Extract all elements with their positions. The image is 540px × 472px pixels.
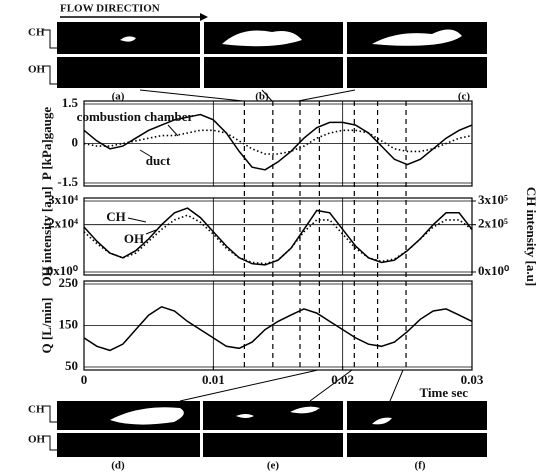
image-strip <box>347 57 487 88</box>
y-tick-label: 2x10⁴ <box>48 216 78 231</box>
y-tick-label: 0 <box>72 134 79 149</box>
y-tick-label: 3x10⁴ <box>48 192 78 207</box>
series-line <box>83 207 473 266</box>
y-tick-label: -1.5 <box>57 174 78 189</box>
y-tick-label: 150 <box>59 316 79 331</box>
strip-bracket <box>42 405 57 451</box>
flame-blob <box>372 417 392 425</box>
strip-bracket <box>42 29 57 85</box>
image-strip <box>347 433 487 457</box>
y-axis-label: Q [L/min] <box>39 298 54 354</box>
image-label: (a) <box>112 91 125 103</box>
bottom-images <box>57 401 487 457</box>
x-tick-label: 0.03 <box>461 372 484 387</box>
y-axis-label: OH intensity [a.u] <box>39 186 54 286</box>
connector <box>179 369 319 402</box>
y2-tick-label: 3x10⁵ <box>478 192 508 207</box>
ch-label: CH <box>28 27 45 39</box>
series-annotation: combustion chamber <box>77 109 194 124</box>
image-strip <box>203 433 343 457</box>
ch-label: CH <box>28 404 45 416</box>
connectors <box>139 89 404 402</box>
y-tick-label: 250 <box>59 275 79 290</box>
y-axis-label: P [kPa]gauge <box>39 107 54 181</box>
connector <box>389 369 404 402</box>
plot-frame <box>83 197 473 276</box>
image-strip <box>203 401 343 430</box>
series-line <box>83 113 473 171</box>
flame-blob <box>120 36 136 42</box>
flow-direction: FLOW DIRECTION <box>60 3 160 15</box>
image-strip <box>204 57 343 88</box>
series-line <box>83 305 473 352</box>
series-annotation: duct <box>146 153 171 168</box>
y2-axis-label: CH intensity [a.u] <box>524 187 539 286</box>
y2-tick-label: 0x10⁰ <box>478 263 510 278</box>
y-tick-label: 50 <box>65 358 78 373</box>
image-strip <box>57 57 200 88</box>
series-annotation: OH <box>124 231 144 246</box>
x-tick-label: 0 <box>81 372 88 387</box>
annotation-pointer <box>139 149 151 157</box>
connector <box>297 89 356 102</box>
connector <box>139 89 244 102</box>
flame-blob <box>236 406 320 418</box>
y-tick-label: 0x10⁰ <box>47 263 79 278</box>
x-tick-label: 0.02 <box>331 372 354 387</box>
connector <box>309 369 353 402</box>
image-label: (e) <box>267 460 280 472</box>
image-label: (c) <box>458 91 471 103</box>
oh-label: OH <box>28 434 46 446</box>
flame-blob <box>372 29 462 46</box>
flow-arrowhead <box>200 13 208 21</box>
image-label: (f) <box>415 460 426 472</box>
image-strip <box>57 433 200 457</box>
flame-blob <box>110 407 184 425</box>
y-tick-label: 1.5 <box>62 95 79 110</box>
flame-blob <box>222 30 302 47</box>
annotation-pointer <box>145 229 157 235</box>
x-tick-label: 0.01 <box>202 372 225 387</box>
annotation-pointer <box>127 217 147 223</box>
series-annotation: CH <box>106 209 126 224</box>
x-axis-label: Time sec <box>420 385 469 400</box>
annotation-pointer <box>167 124 179 137</box>
series-line <box>83 129 473 155</box>
oh-label: OH <box>28 64 46 76</box>
top-images <box>57 22 487 88</box>
connector <box>261 89 273 102</box>
image-label: (d) <box>111 460 125 472</box>
image-strip <box>347 401 487 430</box>
y2-tick-label: 2x10⁵ <box>478 216 508 231</box>
